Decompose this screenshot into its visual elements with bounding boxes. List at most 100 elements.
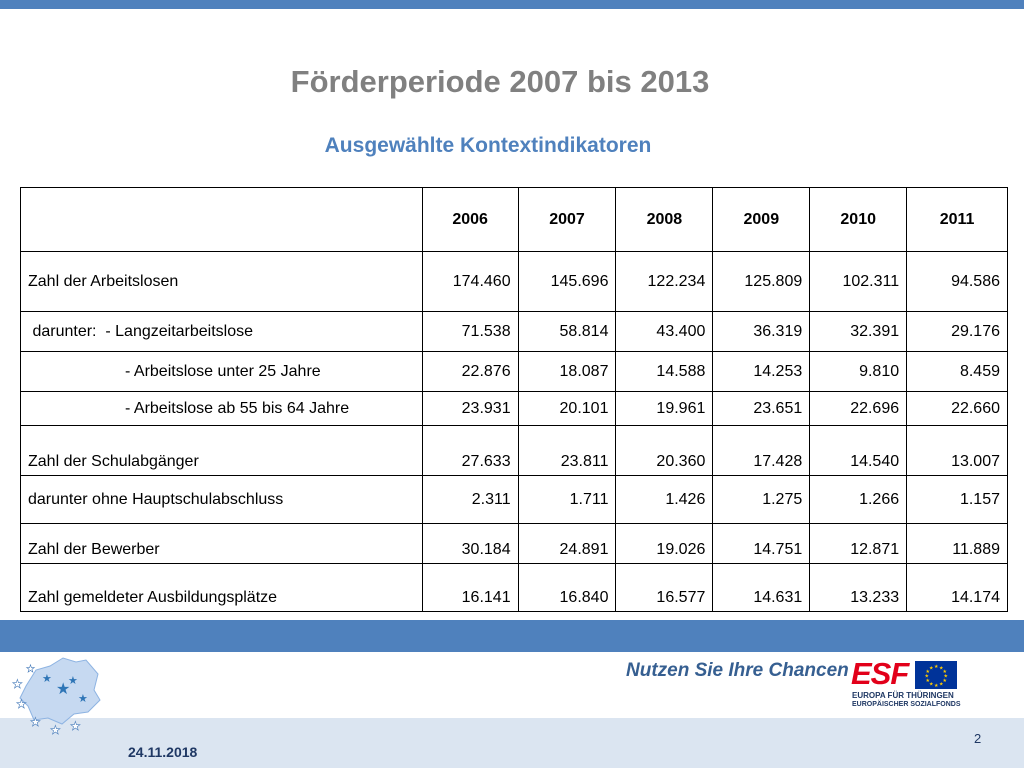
footer-light-band [0,718,1024,768]
table-row: darunter: - Langzeitarbeitslose 71.538 5… [20,311,1008,352]
svg-text:★: ★ [939,682,944,688]
table-cell: 58.814 [517,311,617,352]
row-label: darunter ohne Hauptschulabschluss [20,475,423,524]
eu-flag-icon: ★ ★ ★ ★ ★ ★ ★ ★ ★ ★ ★ ★ [915,661,957,689]
esf-logo-line1: EUROPA FÜR THÜRINGEN [852,691,954,700]
table-cell: 102.311 [809,251,908,312]
table-row: Zahl der Schulabgänger 27.633 23.811 20.… [20,425,1008,476]
row-label: Zahl der Bewerber [20,523,423,564]
svg-text:★: ★ [68,674,78,687]
row-label: Zahl gemeldeter Ausbildungsplätze [20,563,423,612]
slide-title: Förderperiode 2007 bis 2013 [290,64,710,99]
header-cell-2008: 2008 [615,187,714,252]
esf-logo-line2: EUROPÄISCHER SOZIALFONDS [852,701,961,708]
table-cell: 122.234 [615,251,714,312]
header-cell-empty [20,187,423,252]
table-cell: 16.577 [615,563,714,612]
table-row: Zahl der Arbeitslosen 174.460 145.696 12… [20,251,1008,312]
table-row: Zahl der Bewerber 30.184 24.891 19.026 1… [20,523,1008,564]
table-cell: 94.586 [906,251,1008,312]
table-cell: 22.660 [906,391,1008,426]
page-number: 2 [974,731,982,746]
svg-text:★: ★ [943,669,948,675]
table-cell: 23.811 [517,425,617,476]
table-cell: 9.810 [809,351,908,392]
table-cell: 1.266 [809,475,908,524]
table-cell: 17.428 [712,425,811,476]
svg-text:★: ★ [56,679,70,698]
indicator-table: 2006 2007 2008 2009 2010 2011 Zahl der A… [20,187,1008,612]
table-cell: 11.889 [906,523,1008,564]
header-cell-2007: 2007 [517,187,617,252]
table-cell: 43.400 [615,311,714,352]
footer-white-band [0,652,1024,718]
table-cell: 32.391 [809,311,908,352]
svg-text:★: ★ [926,678,931,684]
svg-text:★: ★ [12,677,23,691]
esf-logo-text: ESF [851,656,909,691]
table-cell: 14.253 [712,351,811,392]
svg-text:★: ★ [934,664,939,670]
table-cell: 18.087 [517,351,617,392]
table-cell: 71.538 [421,311,519,352]
svg-text:★: ★ [926,669,931,675]
svg-text:★: ★ [50,723,61,736]
header-cell-2006: 2006 [421,187,519,252]
slogan-text: Nutzen Sie Ihre Chancen [626,660,849,681]
table-cell: 19.961 [615,391,714,426]
row-label: Zahl der Schulabgänger [20,425,423,476]
svg-text:★: ★ [78,692,88,705]
svg-text:★: ★ [939,666,944,672]
svg-text:★: ★ [26,664,35,675]
table-cell: 14.588 [615,351,714,392]
table-cell: 27.633 [421,425,519,476]
table-cell: 145.696 [517,251,617,312]
row-label: darunter: - Langzeitarbeitslose [20,311,423,352]
table-cell: 16.840 [517,563,617,612]
table-cell: 16.141 [421,563,519,612]
slide-subtitle: Ausgewählte Kontextindikatoren [324,134,652,157]
table-cell: 22.696 [809,391,908,426]
svg-text:★: ★ [42,672,52,685]
svg-text:★: ★ [934,683,939,689]
table-cell: 22.876 [421,351,519,392]
table-cell: 174.460 [421,251,519,312]
top-accent-bar [0,0,1024,9]
thuringia-stars-logo-icon: ★ ★ ★ ★ ★ ★ ★ ★ ★ ★ [8,652,108,737]
table-cell: 1.275 [712,475,811,524]
esf-logo: ESF ★ ★ ★ ★ ★ ★ ★ ★ ★ ★ ★ ★ EUROPA FÜR T… [851,656,961,716]
table-cell: 19.026 [615,523,714,564]
table-cell: 14.751 [712,523,811,564]
svg-text:★: ★ [929,666,934,672]
table-cell: 29.176 [906,311,1008,352]
svg-text:★: ★ [70,719,81,733]
table-cell: 14.174 [906,563,1008,612]
table-cell: 36.319 [712,311,811,352]
table-cell: 20.101 [517,391,617,426]
table-cell: 13.233 [809,563,908,612]
header-cell-2010: 2010 [809,187,908,252]
table-cell: 24.891 [517,523,617,564]
table-cell: 2.311 [421,475,519,524]
svg-text:★: ★ [16,697,27,711]
svg-text:★: ★ [925,674,930,680]
table-cell: 14.631 [712,563,811,612]
table-cell: 23.931 [421,391,519,426]
table-row: - Arbeitslose unter 25 Jahre 22.876 18.0… [20,351,1008,392]
table-row: - Arbeitslose ab 55 bis 64 Jahre 23.931 … [20,391,1008,426]
table-cell: 1.426 [615,475,714,524]
slide-date: 24.11.2018 [128,744,198,760]
table-row: Zahl gemeldeter Ausbildungsplätze 16.141… [20,563,1008,612]
svg-text:★: ★ [944,674,949,680]
table-cell: 125.809 [712,251,811,312]
table-cell: 8.459 [906,351,1008,392]
header-cell-2011: 2011 [906,187,1008,252]
svg-text:★: ★ [929,682,934,688]
table-cell: 14.540 [809,425,908,476]
table-row: darunter ohne Hauptschulabschluss 2.311 … [20,475,1008,524]
table-cell: 1.711 [517,475,617,524]
table-cell: 13.007 [906,425,1008,476]
svg-text:★: ★ [943,678,948,684]
row-label: Zahl der Arbeitslosen [20,251,423,312]
table-cell: 12.871 [809,523,908,564]
